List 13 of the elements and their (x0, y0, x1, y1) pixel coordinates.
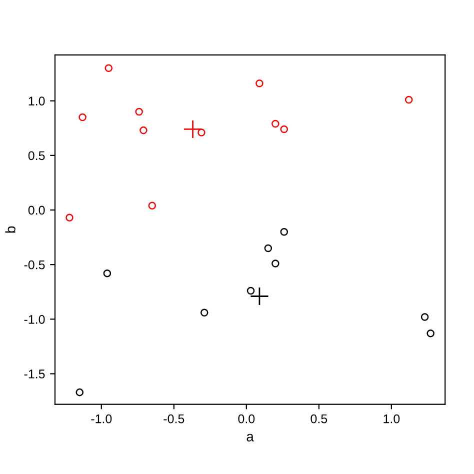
y-tick-label: -0.5 (24, 260, 45, 270)
x-tick-label: 1.0 (384, 414, 400, 424)
x-tick-label: 0.5 (310, 414, 328, 424)
y-tick-label: 1.0 (28, 96, 45, 106)
x-axis-title: a (246, 434, 254, 442)
y-tick-label: -1.0 (24, 314, 45, 324)
y-axis-title: b (5, 226, 16, 233)
y-tick-label: 0.0 (28, 206, 45, 215)
y-tick-label: -1.5 (24, 370, 45, 378)
x-tick-label: 0.0 (238, 414, 255, 424)
y-tick-label: 0.5 (28, 151, 45, 160)
x-tick-label: -0.5 (164, 414, 184, 424)
x-tick-label: -1.0 (91, 414, 112, 424)
